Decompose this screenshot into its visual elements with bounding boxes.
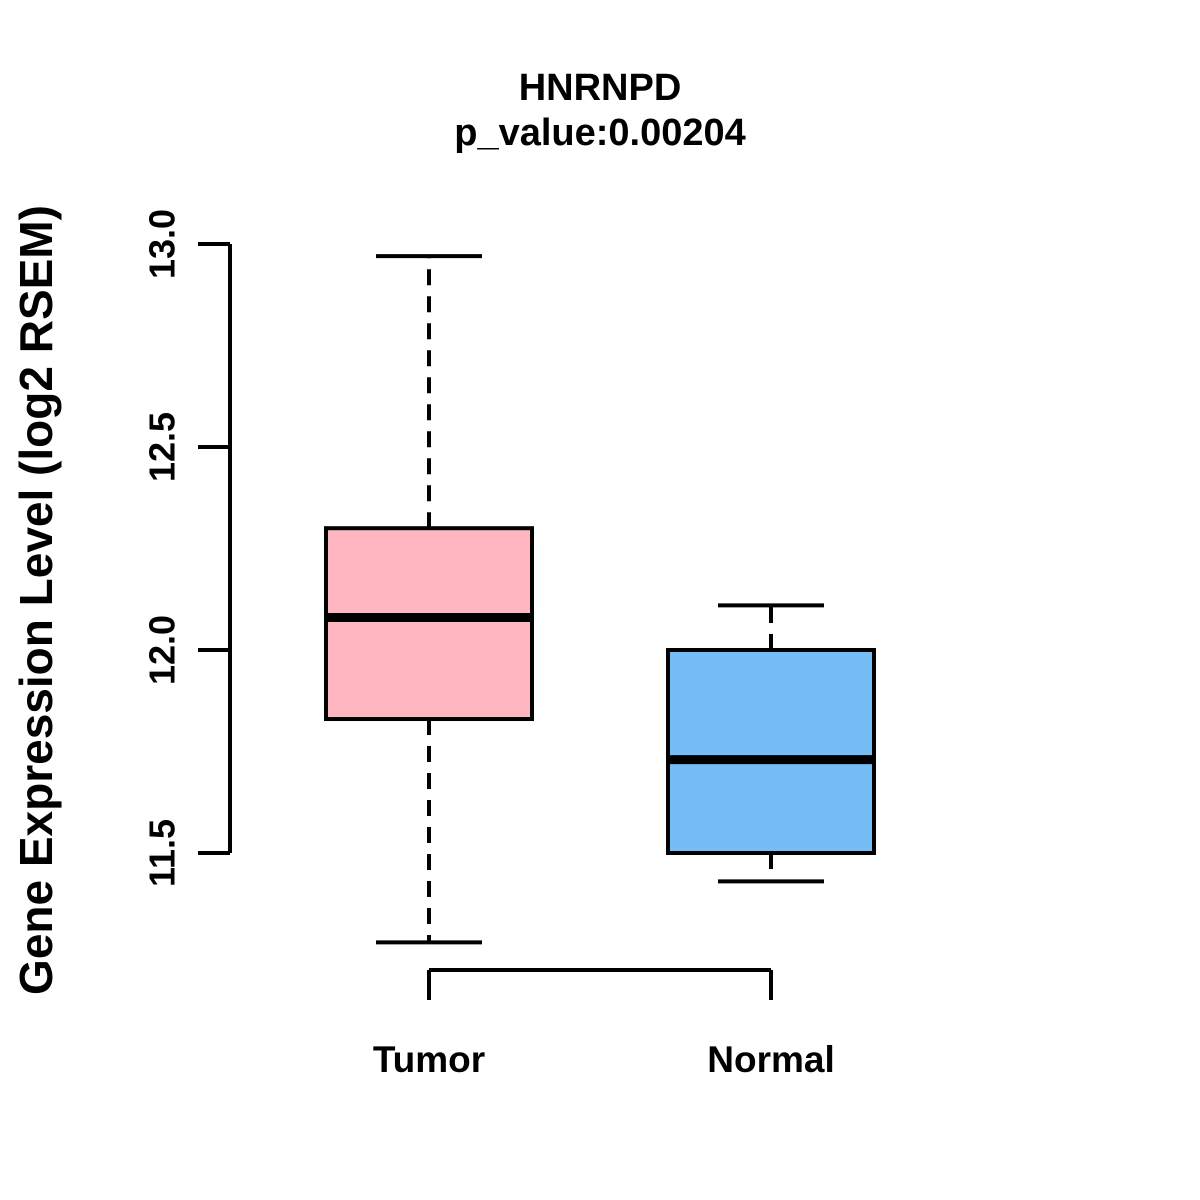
y-axis-tick-label: 13.0 [142, 209, 183, 279]
box-normal [666, 648, 876, 855]
chart-subtitle: p_value:0.00204 [454, 112, 746, 154]
chart-title: HNRNPD [518, 67, 682, 109]
y-axis-tick-label: 11.5 [142, 819, 183, 887]
x-axis-category-label: Normal [707, 1039, 834, 1080]
chart-title-block: HNRNPD p_value:0.00204 [454, 66, 746, 156]
x-axis-category-label: Tumor [373, 1039, 485, 1080]
y-axis-tick-label: 12.0 [142, 615, 183, 685]
y-axis-tick-label: 12.5 [142, 412, 183, 482]
box-tumor [324, 526, 534, 722]
